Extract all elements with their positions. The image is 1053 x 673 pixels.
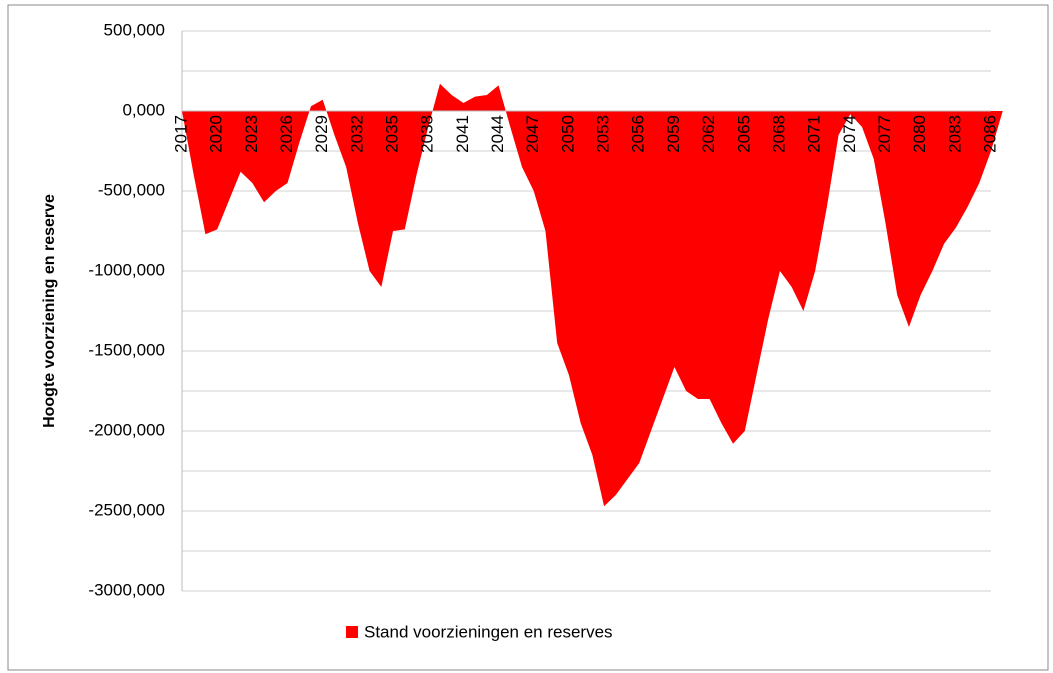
x-tick-label: 2071: [805, 115, 824, 153]
x-tick-label: 2056: [629, 115, 648, 153]
x-tick-label: 2020: [207, 115, 226, 153]
legend-label: Stand voorzieningen en reserves: [364, 622, 613, 641]
x-tick-label: 2038: [418, 115, 437, 153]
x-tick-label: 2077: [875, 115, 894, 153]
y-tick-label: 0,000: [122, 100, 165, 119]
y-tick-label: -1000,000: [88, 260, 165, 279]
x-tick-label: 2059: [664, 115, 683, 153]
x-tick-label: 2053: [594, 115, 613, 153]
x-tick-label: 2029: [312, 115, 331, 153]
x-tick-label: 2047: [523, 115, 542, 153]
x-tick-label: 2044: [488, 115, 507, 153]
legend-swatch: [346, 626, 358, 638]
y-tick-label: 500,000: [104, 20, 165, 39]
x-tick-label: 2026: [277, 115, 296, 153]
x-tick-label: 2062: [699, 115, 718, 153]
y-tick-label: -2500,000: [88, 500, 165, 519]
x-tick-label: 2050: [558, 115, 577, 153]
x-tick-label: 2086: [980, 115, 999, 153]
area: [182, 83, 1003, 507]
x-tick-label: 2032: [347, 115, 366, 153]
x-tick-label: 2080: [910, 115, 929, 153]
x-tick-label: 2083: [945, 115, 964, 153]
y-tick-label: -3000,000: [88, 580, 165, 599]
x-tick-label: 2074: [840, 115, 859, 153]
y-tick-label: -500,000: [98, 180, 165, 199]
x-tick-label: 2023: [242, 115, 261, 153]
y-tick-label: -1500,000: [88, 340, 165, 359]
x-tick-label: 2041: [453, 115, 472, 153]
y-tick-label: -2000,000: [88, 420, 165, 439]
x-tick-label: 2068: [769, 115, 788, 153]
x-tick-label: 2017: [171, 115, 190, 153]
x-tick-label: 2035: [383, 115, 402, 153]
x-tick-label: 2065: [734, 115, 753, 153]
y-axis-title: Hoogte voorziening en reserve: [41, 194, 58, 428]
